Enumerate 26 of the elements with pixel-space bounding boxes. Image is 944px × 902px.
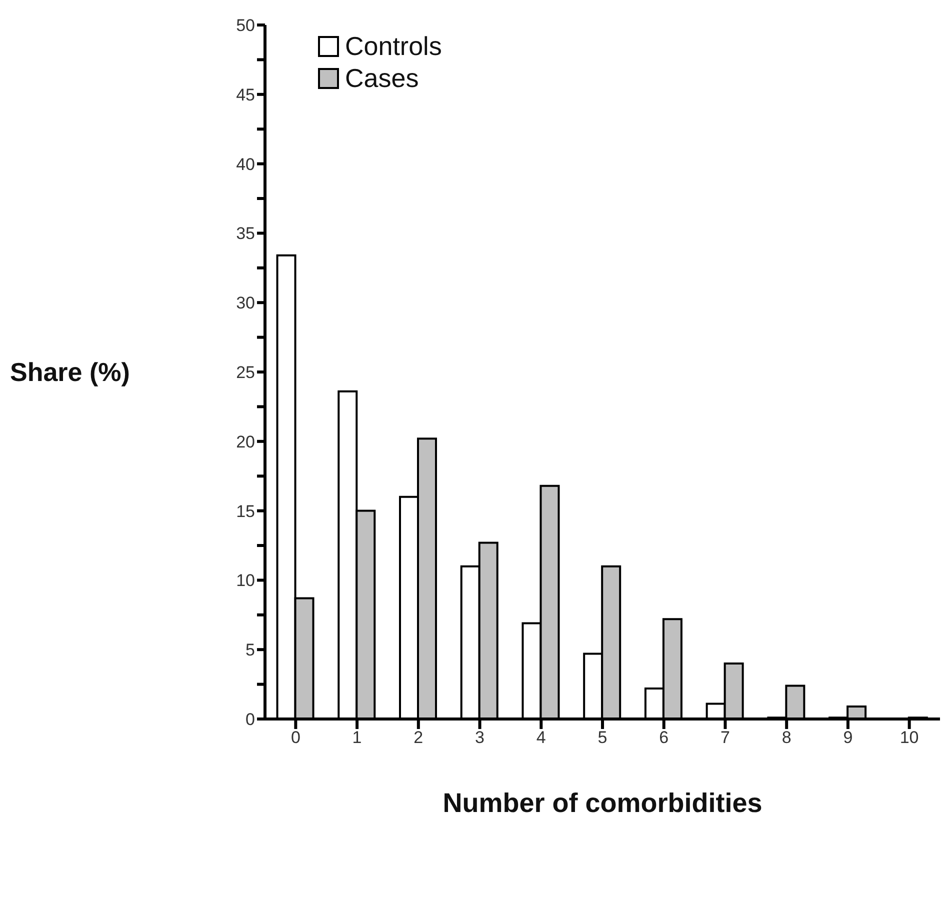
x-tick-label: 0: [290, 728, 300, 748]
y-tick-label: 10: [236, 571, 255, 590]
y-tick-label: 25: [236, 363, 255, 382]
y-tick-label: 45: [236, 85, 255, 104]
y-tick-label: 15: [236, 502, 255, 521]
y-tick-label: 20: [236, 432, 255, 452]
legend-label: Cases: [345, 62, 419, 94]
y-axis-title: Share (%): [10, 357, 130, 388]
y-tick-label: 5: [246, 640, 255, 660]
y-tick-label: 0: [246, 710, 255, 730]
legend-label: Controls: [345, 30, 442, 62]
x-tick-label: 5: [598, 728, 608, 748]
y-tick-label: 50: [236, 16, 255, 36]
x-tick-label: 7: [720, 728, 730, 748]
y-tick-label: 35: [236, 224, 255, 244]
x-axis-title: Number of comorbidities: [442, 788, 762, 818]
y-tick-label: 40: [236, 154, 255, 174]
x-tick-label: 8: [782, 728, 792, 748]
x-tick-label: 2: [414, 728, 424, 748]
y-tick-label: 30: [236, 294, 255, 313]
x-tick-label: 10: [900, 728, 919, 748]
x-tick-label: 9: [843, 728, 853, 748]
x-tick-label: 4: [536, 728, 546, 748]
x-tick-label: 6: [659, 728, 669, 748]
x-tick-label: 3: [475, 728, 485, 748]
x-tick-label: 1: [352, 728, 362, 748]
